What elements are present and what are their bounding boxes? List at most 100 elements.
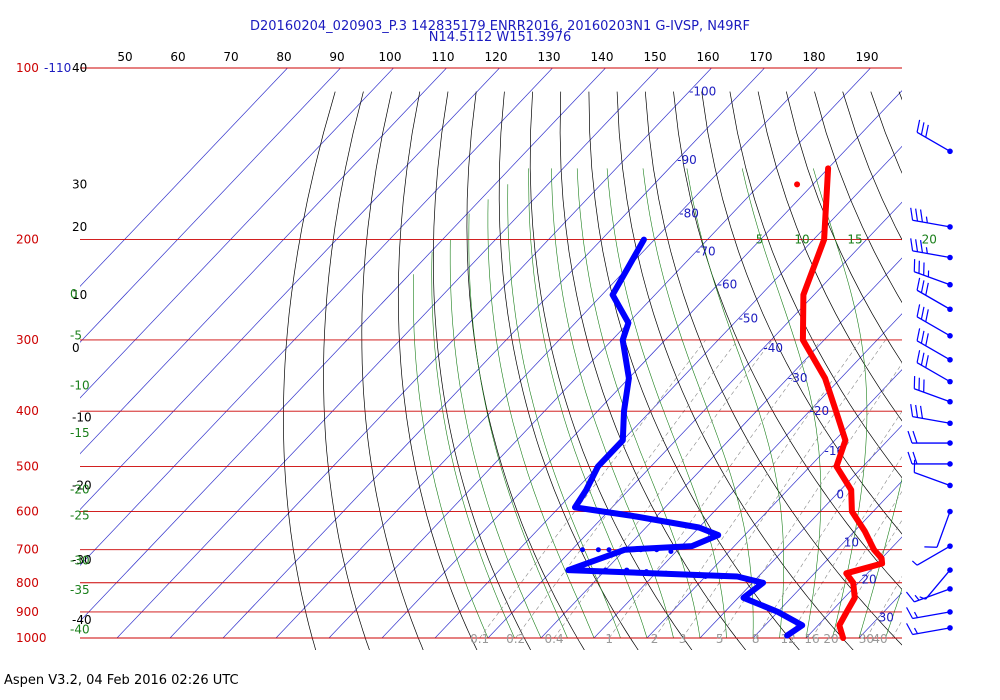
moist-adiabat-left-label: -40 [70, 622, 90, 636]
isotherm-line [381, 90, 902, 639]
dry-adiabat-line [701, 91, 902, 535]
moist-adiabat-label: 15 [847, 233, 862, 247]
isotherm-label: -70 [696, 245, 716, 259]
wind-barb [916, 277, 953, 313]
dry-adiabat-line [785, 91, 902, 364]
mixing-ratio-line [608, 339, 822, 639]
mixing-ratio-line [866, 576, 902, 639]
pressure-extra-label: -110 [44, 61, 71, 75]
wind-barb [910, 207, 953, 230]
dry-adiabat-line [927, 92, 1000, 651]
isotherm-line [965, 68, 1000, 638]
wind-barb [916, 304, 953, 339]
dry-adiabat-line [529, 91, 693, 650]
moist-adiabat-line [885, 588, 902, 639]
mixing-ratio-label: 30 [859, 632, 874, 646]
top-axis-label: 60 [170, 50, 185, 64]
wind-barb [907, 430, 953, 446]
isotherm-label: -80 [679, 207, 699, 221]
dry-adiabat-line [814, 91, 902, 304]
top-axis-label: 110 [432, 50, 455, 64]
moist-adiabat-line [606, 168, 727, 639]
top-axis-label: 190 [856, 50, 879, 64]
moist-adiabat-line [813, 168, 868, 639]
top-axis-label: 120 [485, 50, 508, 64]
pressure-tick-label: 900 [16, 605, 39, 619]
moist-adiabat-line [686, 168, 784, 639]
wind-barb [911, 543, 953, 566]
moist-adiabat-line [412, 274, 489, 639]
mixing-ratio-label: 16 [804, 632, 819, 646]
dry-adiabat-line [729, 91, 902, 479]
left-axis-label: -10 [72, 410, 92, 424]
moist-adiabat-line [576, 168, 701, 639]
moist-adiabat-line [487, 199, 595, 639]
mixing-ratio-line [553, 339, 773, 639]
top-axis-label: 140 [591, 50, 614, 64]
mixing-ratio-line [515, 339, 738, 639]
isotherm-label: -100 [689, 85, 716, 99]
wind-barb [905, 586, 953, 603]
moist-adiabat-left-label: -5 [70, 329, 82, 343]
isotherm-line [487, 201, 902, 639]
dewpoint-point [595, 547, 601, 553]
isotherm-line [116, 68, 659, 639]
isotherm-line [169, 68, 712, 639]
wind-barb [906, 623, 953, 636]
mixing-ratio-label: 0.2 [506, 632, 525, 646]
dry-adiabat-line [955, 92, 1000, 651]
isotherm-line [752, 480, 902, 639]
pressure-tick-label: 600 [16, 505, 39, 519]
left-axis-label: -20 [72, 478, 92, 492]
mixing-ratio-line [787, 456, 902, 639]
mixing-ratio-line [719, 363, 902, 639]
dewpoint-point [579, 547, 585, 553]
isotherm-label: -20 [809, 404, 829, 418]
pressure-tick-label: 800 [16, 576, 39, 590]
wind-barb [924, 508, 953, 548]
pressure-tick-label: 1000 [16, 631, 47, 645]
dewpoint-point [643, 569, 649, 575]
isotherm-line [80, 68, 553, 566]
mixing-ratio-label: 3 [679, 632, 687, 646]
isotherm-line [328, 68, 871, 639]
mixing-ratio-line [755, 410, 902, 639]
moist-adiabat-label: 20 [922, 233, 937, 247]
moist-adiabat-line [741, 168, 822, 639]
dry-adiabat-line [397, 91, 478, 650]
dry-adiabat-line [559, 91, 746, 650]
dewpoint-point [663, 570, 669, 576]
dry-adiabat-line [616, 91, 854, 650]
left-axis-label: 0 [72, 341, 80, 355]
footer-text: Aspen V3.2, 04 Feb 2016 02:26 UTC [4, 673, 239, 688]
dry-adiabat-line [870, 91, 902, 174]
isotherm-line [805, 536, 902, 639]
mixing-ratio-label: 8 [752, 632, 760, 646]
top-axis-label: 70 [223, 50, 238, 64]
left-axis-label: 20 [72, 220, 87, 234]
moist-adiabat-line [642, 168, 754, 639]
moist-adiabat-left-label: 0 [70, 287, 78, 301]
dewpoint-point [718, 573, 724, 579]
moist-adiabat-line [468, 213, 568, 639]
chart-title: D20160204_020903_P.3 142835179 ENRR2016,… [250, 19, 750, 34]
isotherm-label: -30 [788, 371, 808, 385]
wind-barb [916, 350, 953, 385]
isotherm-line [80, 68, 394, 399]
pressure-tick-label: 100 [16, 61, 39, 75]
wind-barb [910, 238, 953, 261]
moist-adiabat-line [528, 168, 648, 639]
dewpoint-point [603, 567, 609, 573]
isotherm-label: -40 [763, 341, 783, 355]
mixing-ratio-line [811, 490, 902, 639]
isotherm-label: 0 [836, 487, 844, 501]
moist-adiabat-label: 5 [756, 233, 764, 247]
moist-adiabat-line [858, 477, 902, 639]
wind-barb [906, 607, 953, 620]
dewpoint-point [638, 547, 644, 553]
wind-barb [916, 119, 953, 155]
wind-barb [907, 451, 953, 467]
chart-subtitle: N14.5112 W151.3976 [428, 30, 572, 45]
mixing-ratio-label: 0.1 [470, 632, 489, 646]
